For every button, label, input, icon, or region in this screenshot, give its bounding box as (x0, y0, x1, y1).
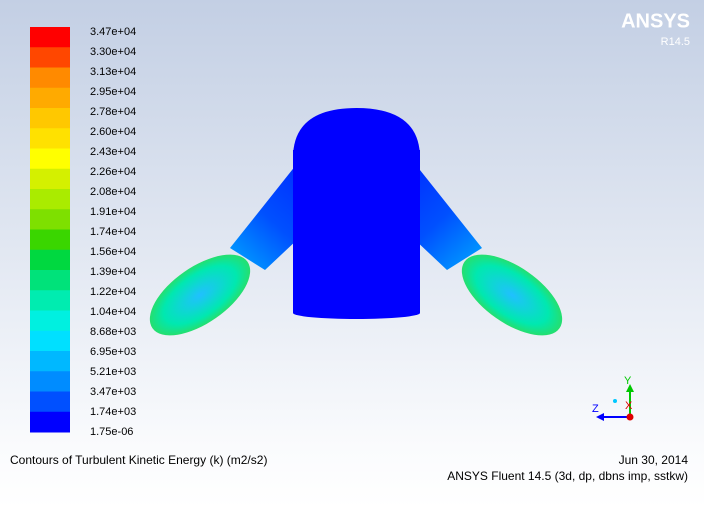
color-band (30, 68, 70, 89)
colorbar-label: 3.47e+03 (90, 386, 136, 398)
colorbar-label: 3.13e+04 (90, 66, 136, 78)
colorbar-label: 2.95e+04 (90, 86, 136, 98)
colorbar-label: 1.91e+04 (90, 206, 136, 218)
colorbar-label: 2.08e+04 (90, 186, 136, 198)
color-band (30, 128, 70, 149)
colorbar-label: 1.04e+04 (90, 306, 136, 318)
color-band (30, 331, 70, 352)
color-band (30, 270, 70, 291)
colorbar-labels: 3.47e+04 3.30e+04 3.13e+04 2.95e+04 2.78e+04… (90, 26, 136, 438)
colorbar-label: 6.95e+03 (90, 346, 136, 358)
cylinder-base (293, 307, 420, 319)
color-band (30, 311, 70, 332)
color-band (30, 209, 70, 230)
triad-dot (613, 399, 617, 403)
cylinder (293, 150, 420, 313)
colorbar-label: 8.68e+03 (90, 326, 136, 338)
color-band (30, 47, 70, 68)
colorbar-label: 1.56e+04 (90, 246, 136, 258)
colorbar-label: 1.75e-06 (90, 426, 133, 438)
logo: ANSYS (621, 10, 690, 32)
colorbar-label: 2.26e+04 (90, 166, 136, 178)
color-band (30, 169, 70, 190)
color-band (30, 88, 70, 109)
color-band (30, 189, 70, 210)
color-band (30, 290, 70, 311)
color-band (30, 250, 70, 271)
colorbar-label: 1.74e+04 (90, 226, 136, 238)
colorbar-label: 3.47e+04 (90, 26, 136, 38)
colorbar-label: 1.22e+04 (90, 286, 136, 298)
logo-release: R14.5 (661, 36, 690, 48)
solver-info: ANSYS Fluent 14.5 (3d, dp, dbns imp, sst… (447, 469, 688, 483)
colorbar-label: 1.74e+03 (90, 406, 136, 418)
plot-title: Contours of Turbulent Kinetic Energy (k)… (10, 453, 267, 467)
viewport: 3.47e+04 3.30e+04 3.13e+04 2.95e+04 2.78e+04… (0, 0, 704, 508)
color-band (30, 371, 70, 392)
x-label: X (625, 400, 633, 412)
colorbar-label: 2.43e+04 (90, 146, 136, 158)
colorbar-label: 3.30e+04 (90, 46, 136, 58)
color-band (30, 412, 70, 433)
color-band (30, 108, 70, 129)
date: Jun 30, 2014 (619, 453, 689, 467)
colorbar-label: 2.60e+04 (90, 126, 136, 138)
x-axis (627, 414, 634, 421)
y-label: Y (624, 375, 632, 387)
z-label: Z (592, 403, 599, 415)
color-band (30, 27, 70, 48)
color-band (30, 392, 70, 413)
color-band (30, 351, 70, 372)
colorbar-label: 5.21e+03 (90, 366, 136, 378)
color-band (30, 149, 70, 170)
color-band (30, 230, 70, 251)
colorbar (30, 27, 70, 433)
colorbar-label: 2.78e+04 (90, 106, 136, 118)
colorbar-label: 1.39e+04 (90, 266, 136, 278)
